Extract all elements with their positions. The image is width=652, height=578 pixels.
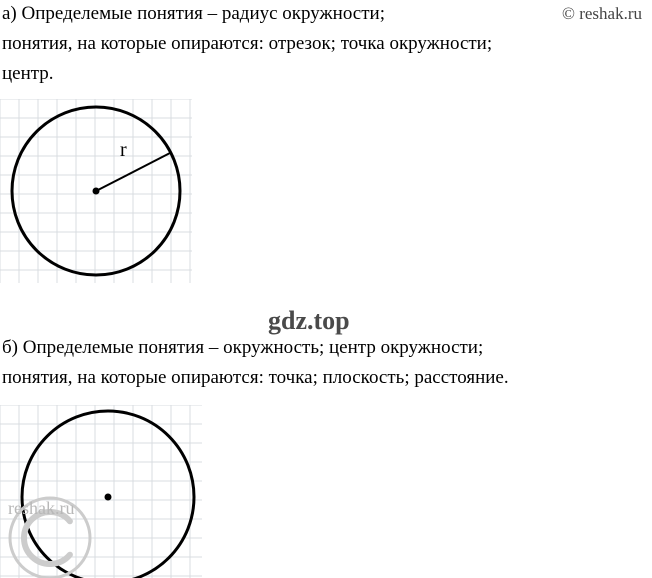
part-a-line2: понятия, на которые опираются: отрезок; … — [2, 33, 492, 55]
center-dot-a — [93, 188, 100, 195]
radius-label: r — [120, 139, 127, 162]
part-a-line1: а) Определемые понятия – радиус окружнос… — [2, 3, 385, 25]
part-a-line3: центр. — [2, 63, 54, 85]
figure-b — [0, 405, 202, 578]
copyright-text: © reshak.ru — [562, 4, 642, 24]
watermark-center: gdz.top — [268, 306, 350, 336]
center-dot-b — [105, 494, 112, 501]
circle-b-svg — [0, 405, 202, 578]
radius-line — [96, 153, 170, 191]
circle-a-svg — [0, 99, 192, 283]
part-b-line1: б) Определемые понятия – окружность; цен… — [2, 337, 483, 359]
figure-a: r — [0, 99, 192, 283]
part-b-line2: понятия, на которые опираются: точка; пл… — [2, 367, 509, 389]
